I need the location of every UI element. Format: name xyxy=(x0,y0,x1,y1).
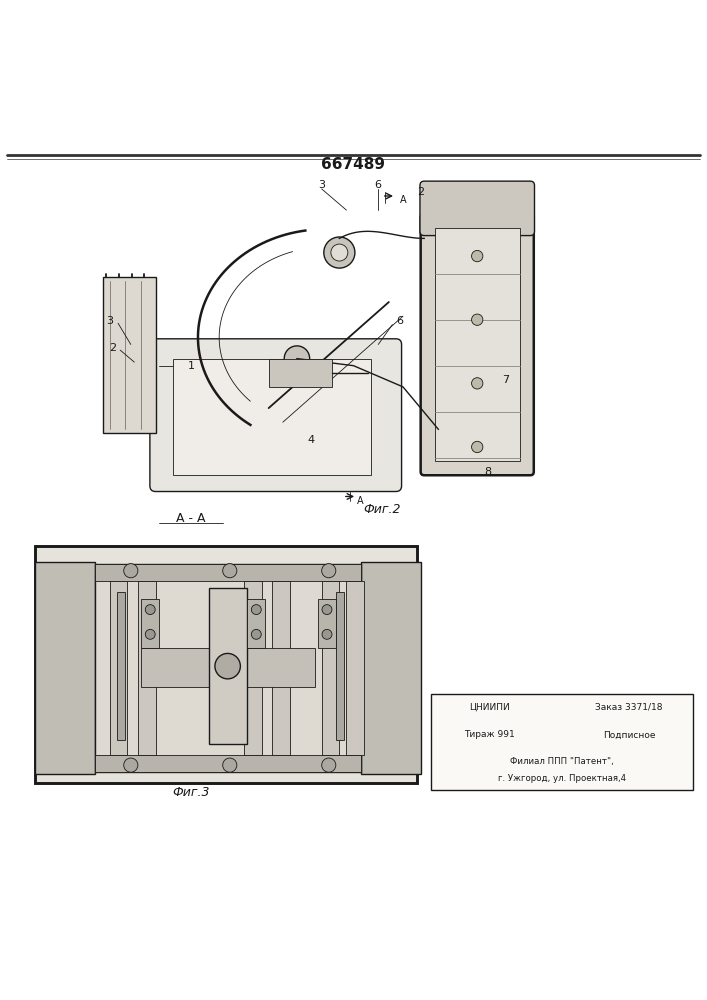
Bar xyxy=(95,755,361,772)
Text: Фиг.3: Фиг.3 xyxy=(172,786,210,799)
Circle shape xyxy=(124,758,138,772)
Bar xyxy=(35,562,95,774)
Circle shape xyxy=(284,346,310,371)
Circle shape xyxy=(324,237,355,268)
Text: 8: 8 xyxy=(484,467,491,477)
Bar xyxy=(322,581,339,755)
Text: Тираж 991: Тираж 991 xyxy=(464,730,515,739)
Bar xyxy=(346,581,364,755)
Bar xyxy=(173,359,371,475)
Bar xyxy=(117,592,125,740)
FancyBboxPatch shape xyxy=(150,339,402,492)
Bar xyxy=(141,599,159,648)
Bar xyxy=(95,564,361,772)
FancyBboxPatch shape xyxy=(421,214,534,475)
Circle shape xyxy=(472,378,483,389)
Circle shape xyxy=(322,605,332,615)
Circle shape xyxy=(223,564,237,578)
Text: Заказ 3371/18: Заказ 3371/18 xyxy=(595,702,663,711)
Circle shape xyxy=(472,441,483,453)
Circle shape xyxy=(322,564,336,578)
Text: Фиг.2: Фиг.2 xyxy=(363,503,401,516)
Bar xyxy=(336,592,344,740)
Text: 2: 2 xyxy=(110,343,117,353)
Text: Филиал ППП "Патент",: Филиал ППП "Патент", xyxy=(510,757,614,766)
Circle shape xyxy=(223,758,237,772)
Circle shape xyxy=(251,605,262,615)
Circle shape xyxy=(215,653,240,679)
Circle shape xyxy=(472,314,483,325)
Bar xyxy=(435,228,520,461)
Bar xyxy=(141,648,315,687)
Bar xyxy=(361,562,421,774)
Bar xyxy=(35,546,417,783)
Circle shape xyxy=(124,564,138,578)
Circle shape xyxy=(322,758,336,772)
Circle shape xyxy=(331,244,348,261)
Bar xyxy=(209,588,247,744)
Text: 2: 2 xyxy=(417,187,424,197)
Text: 1: 1 xyxy=(187,361,194,371)
Text: 3: 3 xyxy=(318,180,325,190)
Bar xyxy=(269,359,332,387)
Bar xyxy=(110,581,127,755)
Bar xyxy=(247,599,265,648)
Bar xyxy=(272,581,290,755)
Circle shape xyxy=(322,629,332,639)
Bar xyxy=(431,694,693,790)
Text: 667489: 667489 xyxy=(322,157,385,172)
Bar xyxy=(244,581,262,755)
Circle shape xyxy=(251,629,262,639)
Text: г. Ужгород, ул. Проектная,4: г. Ужгород, ул. Проектная,4 xyxy=(498,774,626,783)
Text: 4: 4 xyxy=(308,435,315,445)
Text: 6: 6 xyxy=(396,316,403,326)
Text: ЦНИИПИ: ЦНИИПИ xyxy=(469,702,510,711)
Text: А - А: А - А xyxy=(176,512,206,525)
Circle shape xyxy=(472,250,483,262)
Bar xyxy=(95,564,361,581)
Bar xyxy=(103,277,156,433)
Text: 3: 3 xyxy=(106,316,113,326)
Circle shape xyxy=(145,629,156,639)
Text: А: А xyxy=(357,496,364,506)
Text: 6: 6 xyxy=(375,180,382,190)
Circle shape xyxy=(145,605,156,615)
FancyBboxPatch shape xyxy=(420,181,534,236)
Text: А: А xyxy=(399,195,407,205)
Text: Подписное: Подписное xyxy=(603,730,655,739)
Bar xyxy=(138,581,156,755)
Text: 7: 7 xyxy=(502,375,509,385)
Bar xyxy=(318,599,336,648)
